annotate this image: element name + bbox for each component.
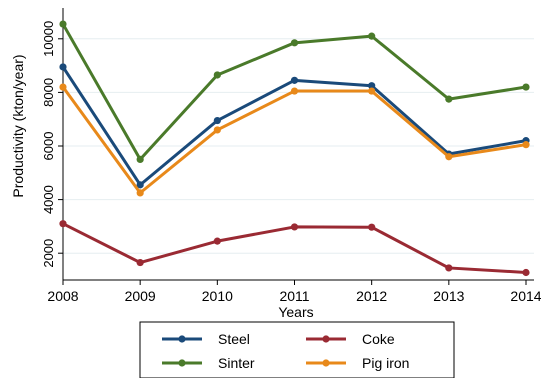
legend-item: Coke [306, 331, 395, 347]
legend-item: Pig iron [306, 355, 409, 371]
legend-label: Coke [362, 331, 395, 347]
data-point [445, 153, 453, 161]
legend-swatch-marker [322, 335, 330, 343]
series-pig-iron [59, 83, 530, 197]
data-point [445, 95, 453, 103]
data-point [59, 63, 67, 71]
series-coke [59, 220, 530, 277]
data-point [136, 155, 144, 163]
x-tick-label: 2012 [356, 288, 387, 304]
legend-swatch-marker [178, 335, 186, 343]
y-tick-label: 10000 [41, 21, 56, 57]
x-tick-label: 2010 [202, 288, 233, 304]
x-tick-label: 2008 [47, 288, 78, 304]
data-point [368, 82, 376, 90]
y-tick-label: 2000 [41, 239, 56, 268]
series-lines [59, 20, 530, 277]
data-point [136, 189, 144, 197]
y-tick-label: 6000 [41, 132, 56, 161]
data-point [368, 87, 376, 95]
data-point [59, 83, 67, 91]
data-point [213, 126, 221, 134]
legend-label: Pig iron [362, 355, 409, 371]
y-axis-label: Productivity (kton/year) [10, 54, 26, 197]
legend-item: Steel [162, 331, 250, 347]
legend-swatch-marker [322, 359, 330, 367]
data-point [522, 141, 530, 149]
data-point [213, 237, 221, 245]
data-point [445, 264, 453, 272]
data-point [368, 32, 376, 40]
legend-label: Sinter [218, 355, 255, 371]
series-sinter [59, 20, 530, 163]
y-tick-label: 4000 [41, 185, 56, 214]
legend-label: Steel [218, 331, 250, 347]
legend-box [139, 321, 455, 379]
data-point [290, 223, 299, 231]
x-tick-label: 2013 [433, 288, 464, 304]
data-point [59, 220, 67, 228]
x-tick-label: 2011 [279, 288, 309, 304]
data-point [522, 268, 530, 277]
axes: 2000 4000 6000 8000 10000 2008 2009 2010 2011 201… [41, 8, 541, 304]
data-point [290, 87, 299, 95]
data-point [522, 83, 530, 91]
y-tick-label: 8000 [41, 78, 56, 107]
data-point [290, 76, 299, 84]
x-axis-label: Years [278, 304, 313, 320]
x-tick-label: 2009 [125, 288, 156, 304]
x-tick-label: 2014 [510, 288, 541, 304]
data-point [59, 20, 67, 28]
legend-swatch-marker [178, 359, 186, 367]
legend-item: Sinter [162, 355, 255, 371]
legend: Steel Coke Sinter Pig iron [139, 321, 455, 379]
data-point [213, 71, 221, 79]
data-point [368, 223, 376, 231]
data-point [136, 181, 144, 189]
data-point [213, 116, 221, 125]
data-point [136, 258, 144, 267]
data-point [290, 39, 299, 47]
